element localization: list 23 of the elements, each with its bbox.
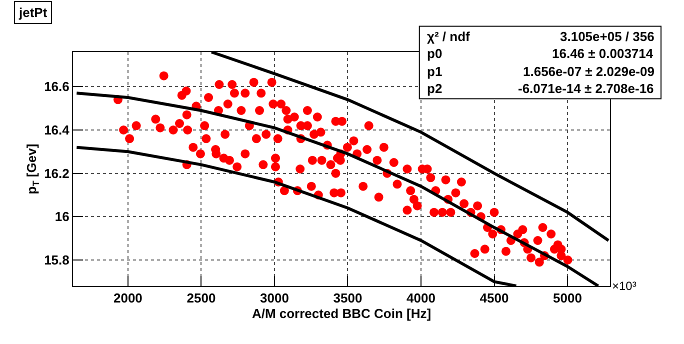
annotation: 16.46 ± 0.003714 bbox=[552, 46, 654, 61]
x-tick-label: 4000 bbox=[406, 290, 436, 306]
y-tick-label: 16.6 bbox=[44, 79, 70, 94]
chart-title: jetPt bbox=[18, 5, 48, 20]
x-tick-label: 2500 bbox=[186, 290, 216, 306]
x-tick-label: 4500 bbox=[480, 290, 509, 306]
annotation: -6.071e-14 ± 2.708e-16 bbox=[518, 81, 654, 96]
x-tick-label: 5000 bbox=[553, 290, 582, 306]
x-tick-label: 3500 bbox=[333, 290, 362, 306]
annotation: p2 bbox=[427, 81, 442, 96]
x-axis-title: A/M corrected BBC Coin [Hz] bbox=[252, 306, 432, 322]
y-tick-label: 16.4 bbox=[44, 122, 70, 138]
y-tick-label: 15.8 bbox=[44, 252, 70, 268]
y-tick-label: 16.2 bbox=[44, 166, 70, 181]
text: 3.105e+05 / 356 bbox=[560, 29, 654, 44]
text: χ² / ndf bbox=[427, 29, 471, 44]
annotation: 1.656e-07 ± 2.029e-09 bbox=[523, 64, 654, 79]
y-tick-label: 16 bbox=[54, 209, 70, 224]
x-tick-label: 2000 bbox=[113, 290, 142, 306]
annotation: p1 bbox=[427, 64, 442, 79]
annotation: p0 bbox=[427, 46, 442, 61]
x-tick-label: 3000 bbox=[260, 290, 289, 306]
text: ×10³ bbox=[612, 279, 636, 293]
